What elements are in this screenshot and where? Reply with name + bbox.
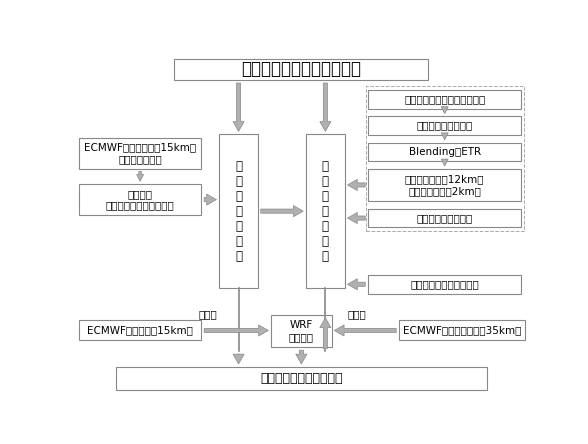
Bar (368, 169, 522, 201)
Text: 变分资料同化的集合: 变分资料同化的集合 (417, 213, 473, 223)
Text: ECMWF全球集合预报（35km）: ECMWF全球集合预报（35km） (403, 325, 521, 336)
Text: WRF
模式预报: WRF 模式预报 (289, 321, 314, 342)
Bar (271, 315, 332, 347)
Bar (79, 184, 201, 215)
Text: 侧边界: 侧边界 (347, 309, 366, 319)
Text: 模式外层扰动（12km）
模式内层扰动（2km）: 模式外层扰动（12km） 模式内层扰动（2km） (405, 174, 485, 196)
Text: 预报检验，系统偏差订正: 预报检验，系统偏差订正 (260, 372, 343, 385)
Text: 风暴尺度集合概率预报系统: 风暴尺度集合概率预报系统 (241, 60, 362, 79)
Bar (219, 134, 258, 288)
Text: ECMWF全球预报（15km）: ECMWF全球预报（15km） (87, 325, 193, 336)
Bar (368, 143, 522, 161)
Bar (306, 134, 345, 288)
Bar (79, 321, 201, 341)
Bar (368, 209, 522, 227)
Bar (174, 59, 429, 80)
Bar (79, 138, 201, 169)
Text: 资料同化
（主要考虑雷达等观测）: 资料同化 （主要考虑雷达等观测） (106, 189, 175, 210)
Text: 控
制
预
报
初
始
场: 控 制 预 报 初 始 场 (235, 160, 242, 263)
Bar (368, 116, 522, 135)
Text: ECMWF全球分析场（15km）
插值到模式区域: ECMWF全球分析场（15km） 插值到模式区域 (84, 143, 196, 164)
Bar (116, 367, 487, 390)
Text: 能量守恒的随机物理扰动: 能量守恒的随机物理扰动 (410, 279, 479, 289)
Bar (368, 275, 522, 293)
Text: 风暴系统发生发展的关键因子: 风暴系统发生发展的关键因子 (404, 95, 485, 104)
Text: 集
合
成
员
初
始
场: 集 合 成 员 初 始 场 (322, 160, 329, 263)
Text: 自适应选择扰动变量: 自适应选择扰动变量 (417, 121, 473, 131)
Text: Blending＋ETR: Blending＋ETR (409, 147, 481, 157)
Text: 侧边界: 侧边界 (198, 309, 217, 319)
Bar (399, 321, 524, 341)
Bar (368, 90, 522, 109)
Bar (366, 87, 524, 231)
